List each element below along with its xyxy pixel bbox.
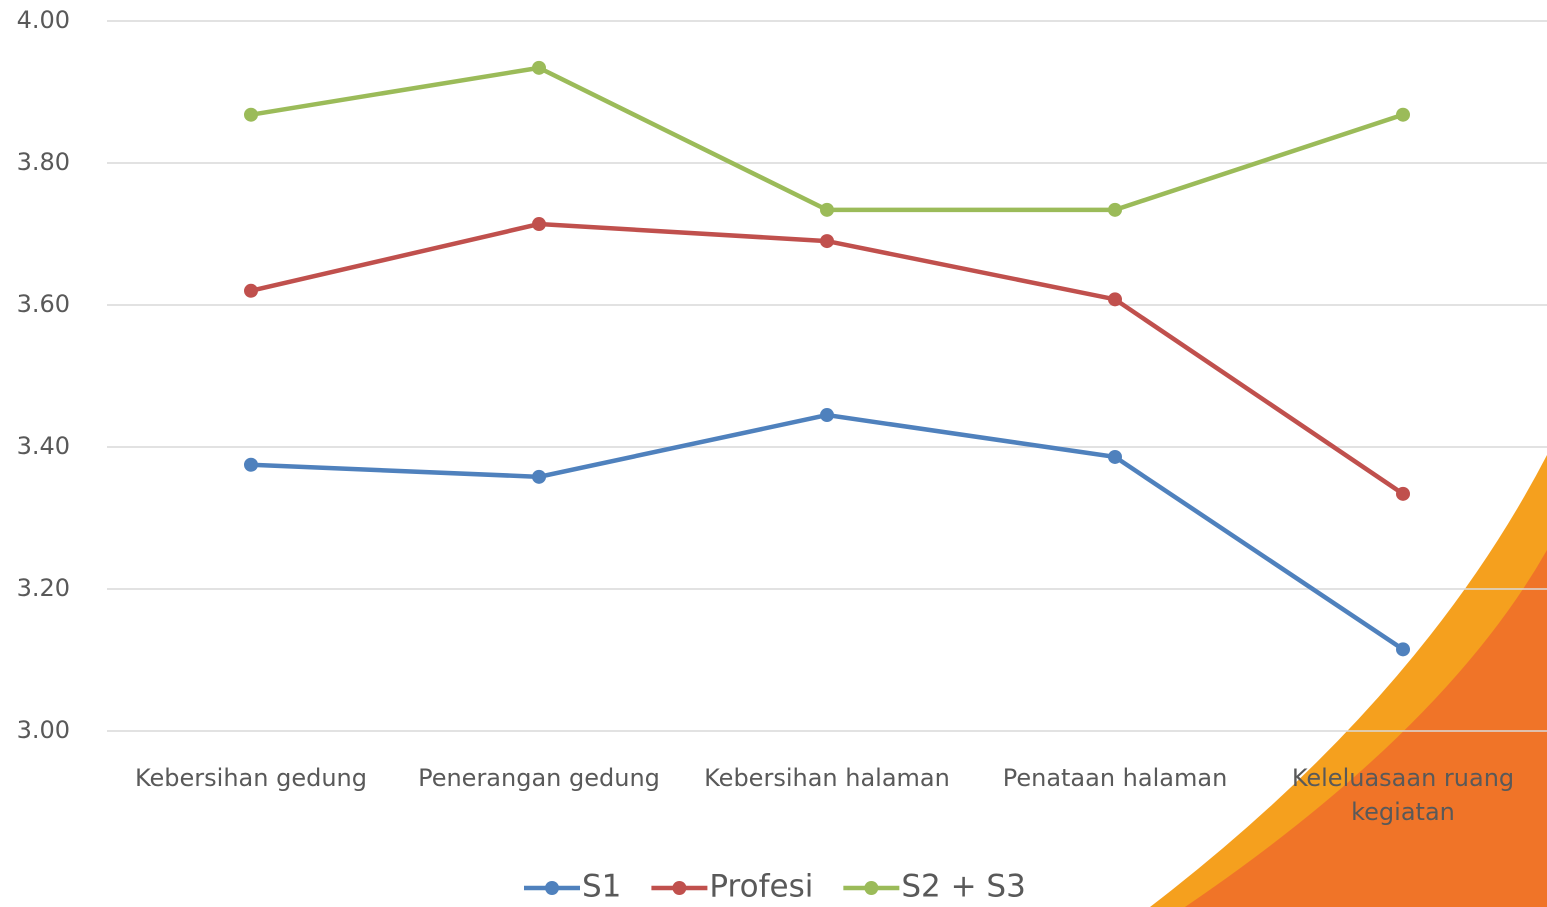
y-tick-label: 3.60 <box>17 290 70 318</box>
x-tick-label: Kebersihan halaman <box>704 764 950 792</box>
y-tick-label: 4.00 <box>17 6 70 34</box>
legend-marker <box>545 881 559 895</box>
data-point <box>1108 292 1122 307</box>
data-point <box>1396 486 1410 501</box>
y-tick-label: 3.20 <box>17 574 70 602</box>
x-tick-label: Kebersihan gedung <box>135 764 367 792</box>
data-point <box>244 283 258 298</box>
series-line <box>250 65 1404 213</box>
legend-label: S1 <box>582 869 621 905</box>
data-point <box>1108 202 1122 217</box>
data-point <box>1108 449 1122 464</box>
legend-marker <box>864 881 879 895</box>
series-line <box>250 221 1405 496</box>
y-tick-label: 3.00 <box>17 716 70 744</box>
data-point <box>244 457 258 472</box>
legend-label: S2 + S3 <box>901 869 1025 905</box>
legend-marker <box>672 881 687 895</box>
data-point <box>244 107 258 122</box>
data-point <box>1396 107 1410 122</box>
data-point <box>532 217 546 232</box>
y-tick-label: 3.80 <box>17 148 70 176</box>
data-point <box>820 202 834 217</box>
data-point <box>820 408 834 423</box>
x-tick-label: Penataan halaman <box>1002 764 1228 792</box>
data-point <box>1396 642 1410 657</box>
x-tick-label: Keleluasaan ruang kegiatan <box>1291 764 1515 826</box>
series-line <box>250 412 1405 652</box>
x-tick-label: Penerangan gedung <box>418 764 660 792</box>
data-point <box>820 234 834 249</box>
data-point <box>532 469 546 484</box>
y-tick-label: 3.40 <box>17 432 70 460</box>
data-point <box>532 60 546 75</box>
legend-label: Profesi <box>709 869 813 905</box>
decoration <box>1185 550 1547 907</box>
